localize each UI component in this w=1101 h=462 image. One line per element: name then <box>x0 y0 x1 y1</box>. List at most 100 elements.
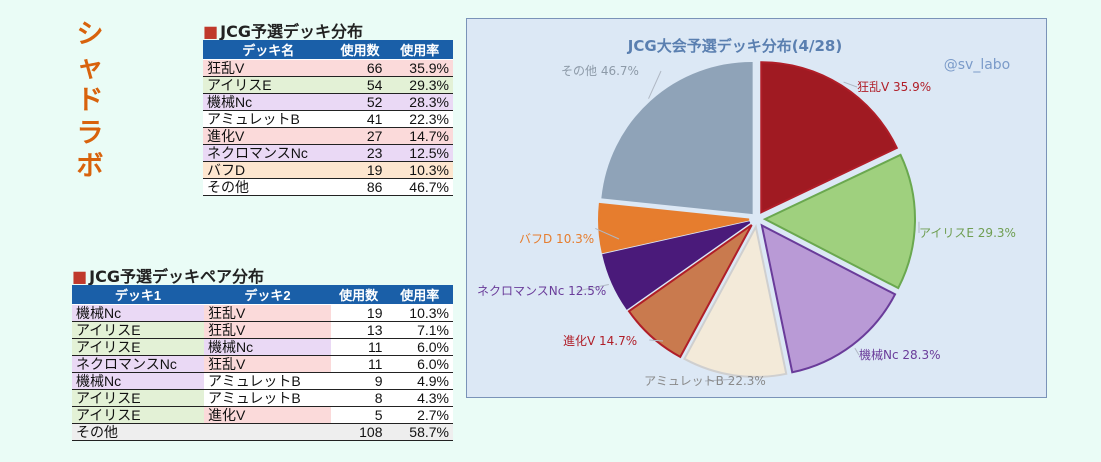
table-row: 進化V 27 14.7% <box>203 127 453 145</box>
count-cell: 11 <box>330 338 387 356</box>
rate-cell: 28.3% <box>386 93 453 111</box>
slice-label: 狂乱V 35.9% <box>857 80 931 94</box>
slice-label: バフD 10.3% <box>519 232 594 246</box>
header-rate: 使用率 <box>386 40 453 60</box>
count-cell: 13 <box>330 321 387 339</box>
slice-leader-line <box>649 339 664 342</box>
slice-leader-line <box>854 347 860 356</box>
brand-char: ャ <box>76 52 104 83</box>
square-bullet-icon: ■ <box>72 267 88 286</box>
deck1-cell: アイリスE <box>72 406 204 424</box>
deck1-cell: アイリスE <box>72 338 204 356</box>
deck-table-title: ■ JCG予選デッキ分布 <box>203 18 363 42</box>
pair-distribution-table: デッキ1 デッキ2 使用数 使用率 機械Nc 狂乱V 19 10.3% アイリスE 狂乱V… <box>72 285 453 441</box>
pie-slice <box>598 202 750 254</box>
rate-cell: 58.7% <box>386 423 453 441</box>
brand-char: ボ <box>76 151 104 182</box>
rate-cell: 4.9% <box>386 372 453 390</box>
header-count: 使用数 <box>330 285 387 305</box>
slice-label: アイリスE 29.3% <box>919 226 1016 240</box>
pie-slice <box>683 224 788 378</box>
rate-cell: 29.3% <box>386 76 453 94</box>
count-cell: 9 <box>330 372 387 390</box>
slice-label: その他 46.7% <box>561 64 639 78</box>
square-bullet-icon: ■ <box>203 22 219 41</box>
rate-cell: 14.7% <box>386 127 453 145</box>
count-cell: 27 <box>333 127 387 145</box>
pair-table-title: ■ JCG予選デッキペア分布 <box>72 263 264 287</box>
brand-char: ラ <box>76 118 104 149</box>
slice-leader-line <box>648 70 662 99</box>
pie-slice <box>601 62 753 215</box>
rate-cell: 22.3% <box>386 110 453 128</box>
pie-slice <box>627 224 753 359</box>
deck2-cell: 機械Nc <box>203 338 331 356</box>
table-row: アイリスE アミュレットB 8 4.3% <box>72 389 453 407</box>
slice-leader-line <box>595 227 620 240</box>
table-header-row: デッキ1 デッキ2 使用数 使用率 <box>72 285 453 305</box>
chart-title: JCG大会予選デッキ分布(4/28) <box>627 37 842 55</box>
rate-cell: 10.3% <box>386 304 453 322</box>
count-cell: 86 <box>333 178 387 196</box>
rate-cell: 46.7% <box>386 178 453 196</box>
brand-vertical-title: シ ャ ド ラ ボ <box>72 18 108 183</box>
rate-cell: 6.0% <box>386 338 453 356</box>
deck1-cell: アイリスE <box>72 321 204 339</box>
table-row: その他 86 46.7% <box>203 178 453 196</box>
deck-name-cell: その他 <box>203 178 334 196</box>
table-header-row: デッキ名 使用数 使用率 <box>203 40 453 60</box>
brand-char: ド <box>76 85 104 116</box>
deck2-cell: 狂乱V <box>203 321 331 339</box>
slice-leader-line <box>843 81 858 88</box>
slice-label: 進化V 14.7% <box>563 334 637 348</box>
rate-cell: 2.7% <box>386 406 453 424</box>
table-row: ネクロマンスNc 23 12.5% <box>203 144 453 162</box>
deck-name-cell: バフD <box>203 161 334 179</box>
deck-name-cell: アミュレットB <box>203 110 334 128</box>
brand-char: シ <box>76 19 104 50</box>
pie-slice <box>762 153 916 290</box>
count-cell: 52 <box>333 93 387 111</box>
table-row: ネクロマンスNc 狂乱V 11 6.0% <box>72 355 453 373</box>
pie-slice <box>602 221 751 310</box>
pair-table-title-text: JCG予選デッキペア分布 <box>89 267 264 286</box>
count-cell: 19 <box>333 161 387 179</box>
count-cell: 41 <box>333 110 387 128</box>
deck2-cell: 狂乱V <box>203 355 331 373</box>
count-cell: 5 <box>330 406 387 424</box>
deck2-cell: 狂乱V <box>203 304 331 322</box>
watermark: @sv_labo <box>944 57 1011 73</box>
deck-distribution-table: デッキ名 使用数 使用率 狂乱V 66 35.9% アイリスE 54 29.3% 機械Nc 5… <box>203 40 453 196</box>
deck2-cell: アミュレットB <box>203 389 331 407</box>
rate-cell: 4.3% <box>386 389 453 407</box>
deck-name-cell: アイリスE <box>203 76 334 94</box>
pie-chart: JCG大会予選デッキ分布(4/28) @sv_labo 狂乱V 35.9% アイリ… <box>477 37 1016 388</box>
header-rate: 使用率 <box>386 285 453 305</box>
rate-cell: 7.1% <box>386 321 453 339</box>
slice-label: 機械Nc 28.3% <box>859 347 941 362</box>
deck1-cell: アイリスE <box>72 389 204 407</box>
deck1-cell: ネクロマンスNc <box>72 355 204 373</box>
table-row: その他 108 58.7% <box>72 423 453 441</box>
deck-table-title-text: JCG予選デッキ分布 <box>220 22 363 41</box>
deck-name-cell: 狂乱V <box>203 59 334 77</box>
header-count: 使用数 <box>333 40 387 60</box>
table-row: アミュレットB 41 22.3% <box>203 110 453 128</box>
deck2-cell: 進化V <box>203 406 331 424</box>
rate-cell: 12.5% <box>386 144 453 162</box>
table-row: アイリスE 狂乱V 13 7.1% <box>72 321 453 339</box>
table-row: 機械Nc アミュレットB 9 4.9% <box>72 372 453 390</box>
count-cell: 11 <box>330 355 387 373</box>
table-row: 機械Nc 52 28.3% <box>203 93 453 111</box>
table-row: アイリスE 54 29.3% <box>203 76 453 94</box>
rate-cell: 6.0% <box>386 355 453 373</box>
deck2-cell <box>203 423 331 441</box>
table-row: アイリスE 進化V 5 2.7% <box>72 406 453 424</box>
deck1-cell: 機械Nc <box>72 372 204 390</box>
deck-name-cell: ネクロマンスNc <box>203 144 334 162</box>
header-deck1: デッキ1 <box>72 285 204 305</box>
deck1-cell: その他 <box>72 423 204 441</box>
count-cell: 108 <box>330 423 387 441</box>
deck1-cell: 機械Nc <box>72 304 204 322</box>
deck2-cell: アミュレットB <box>203 372 331 390</box>
